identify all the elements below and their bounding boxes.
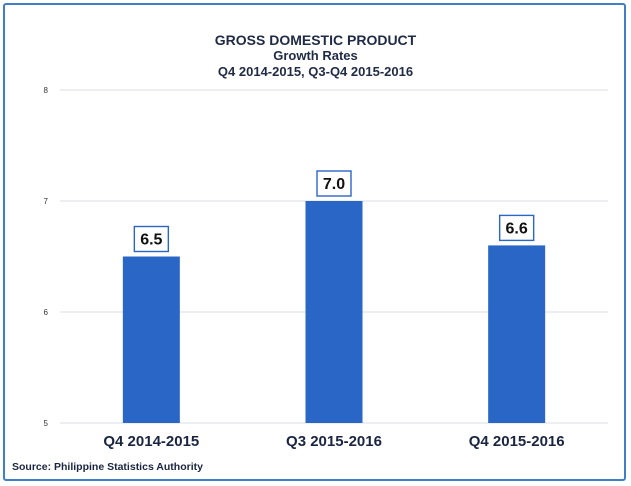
source-note: Source: Philippine Statistics Authority [12, 461, 203, 473]
y-tick-label: 8 [44, 86, 49, 95]
data-label: 6.5 [140, 232, 162, 249]
chart-period: Q4 2014-2015, Q3-Q4 2015-2016 [217, 64, 414, 79]
chart-title: GROSS DOMESTIC PRODUCT [214, 32, 417, 48]
x-category-label: Q4 2014-2015 [103, 433, 199, 450]
data-label: 7.0 [323, 176, 345, 193]
data-label-box [316, 170, 352, 197]
x-category-label: Q4 2015-2016 [469, 433, 565, 450]
y-tick-label: 7 [44, 197, 49, 206]
bar [488, 245, 546, 423]
bar [122, 256, 180, 423]
data-label: 6.6 [506, 220, 528, 237]
data-label-box [133, 225, 170, 253]
y-tick-label: 6 [44, 308, 49, 317]
chart-subtitle: Growth Rates [273, 48, 358, 63]
chart-title-block: GROSS DOMESTIC PRODUCT Growth Rates Q4 2… [0, 32, 631, 80]
data-label-box [498, 214, 535, 242]
y-tick-label: 5 [44, 419, 49, 428]
bar [305, 201, 363, 423]
x-category-label: Q3 2015-2016 [286, 433, 382, 450]
